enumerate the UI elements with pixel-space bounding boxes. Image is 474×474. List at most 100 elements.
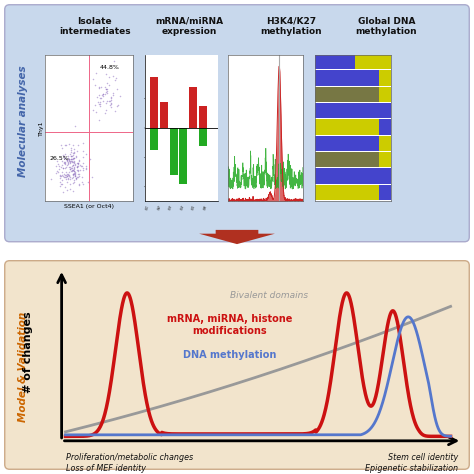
Point [68,167,76,174]
Bar [379,168,391,183]
Polygon shape [199,230,275,244]
Point [71,170,78,177]
Point [71,161,79,168]
Point [68,158,76,165]
Point [93,93,101,101]
Point [73,162,81,170]
Point [68,164,76,172]
Point [61,141,69,149]
Point [67,152,75,159]
Point [102,70,110,78]
Text: mRNA/miRNA
expression: mRNA/miRNA expression [155,17,224,36]
Point [111,107,119,114]
Point [54,160,62,168]
Bar [379,87,391,102]
Bar [150,77,158,128]
Text: 44.8%: 44.8% [100,65,119,70]
Bar [355,152,379,167]
Text: Stem cell identity
Epigenetic stabilization: Stem cell identity Epigenetic stabilizat… [365,453,458,473]
Point [73,173,81,181]
Text: Global DNA
methylation: Global DNA methylation [356,17,417,36]
X-axis label: SSEA1 (or Oct4): SSEA1 (or Oct4) [64,204,114,209]
Point [61,151,69,158]
Point [55,168,62,176]
Point [106,101,113,109]
Point [102,106,110,114]
Point [99,91,107,98]
Point [74,160,82,167]
Point [70,157,78,165]
Point [70,167,78,175]
Point [102,88,110,96]
Point [69,173,77,181]
Point [60,159,68,166]
Bar [355,54,379,69]
Point [72,161,79,168]
Point [78,162,85,170]
Point [62,158,69,165]
Point [75,182,83,189]
Point [99,98,107,105]
Point [65,173,73,180]
Point [101,109,109,117]
Point [91,101,99,109]
Point [102,86,109,93]
Bar [315,54,355,69]
Point [55,165,63,173]
Point [96,84,103,92]
Bar [379,119,391,135]
Point [56,171,64,179]
Point [65,140,73,148]
Point [64,155,72,162]
Point [57,172,65,180]
Text: g5: g5 [190,204,197,211]
Point [65,156,73,164]
Point [79,139,86,146]
Point [73,148,81,155]
Point [62,173,69,181]
Point [82,165,90,173]
FancyBboxPatch shape [5,261,469,469]
Point [95,91,102,99]
Point [102,85,109,92]
Bar [379,70,391,86]
Bar [189,87,197,128]
Point [67,144,74,152]
Point [67,164,75,172]
Point [69,179,77,187]
Point [116,92,124,100]
FancyBboxPatch shape [5,5,469,242]
Point [73,164,81,171]
Text: g4: g4 [179,204,185,211]
Point [74,162,82,170]
Point [66,165,73,173]
Point [68,166,75,173]
Point [71,168,79,175]
Point [61,183,68,191]
Bar [179,128,187,184]
Point [70,164,77,172]
Bar [315,168,355,183]
Point [59,164,67,171]
Point [78,173,86,181]
Text: Bivalent domains: Bivalent domains [230,291,308,300]
Point [106,98,114,105]
Point [75,170,82,178]
Point [64,186,71,194]
Point [59,172,67,179]
Point [80,164,87,172]
Point [98,94,105,101]
Point [61,158,68,165]
Point [113,102,121,110]
Point [53,163,60,170]
Point [89,75,97,82]
Bar [315,119,355,135]
Bar [170,128,178,175]
Point [72,173,79,180]
Point [67,153,75,160]
Point [107,100,114,107]
Point [99,90,107,98]
Point [71,172,79,180]
Point [72,122,79,130]
Point [64,170,71,177]
